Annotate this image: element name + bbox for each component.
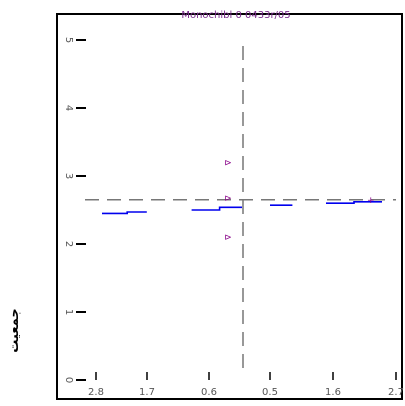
data-marker: ⊳	[224, 158, 232, 168]
data-marker: ⊳	[224, 233, 232, 243]
marker-layer: ⊳ ⊳ ⊳ +	[224, 158, 374, 243]
series-line-4	[326, 201, 382, 204]
y-tick-label: 1	[63, 309, 74, 315]
y-tick-label: 0	[63, 377, 74, 383]
y-tick-label: 3	[63, 173, 74, 179]
x-tick-label: 0.6	[201, 387, 217, 398]
x-tick-label: 1.6	[325, 387, 341, 398]
plot-frame	[56, 13, 403, 400]
y-tick-label: 2	[63, 241, 74, 247]
y-tick-label: 4	[63, 105, 74, 111]
reference-lines	[85, 46, 396, 372]
y-tick-label: 5	[63, 37, 74, 43]
x-tick-label: 2.8	[88, 387, 104, 398]
series-line-1	[102, 211, 147, 215]
y-axis: 5 4 3 2 1 0	[63, 37, 86, 383]
y-axis-label: جمعیت	[6, 307, 22, 353]
x-axis: 2.8 1.7 0.6 0.5 1.6 2.7	[88, 372, 404, 398]
x-tick-label: 1.7	[139, 387, 155, 398]
x-tick-label: 2.7	[388, 387, 404, 398]
y-axis-label-container: جمعیت	[2, 300, 26, 360]
chart-title: Monochibl 0 0433r/05	[181, 10, 290, 21]
data-marker: +	[367, 196, 375, 206]
x-tick-label: 0.5	[262, 387, 278, 398]
series-layer	[102, 201, 382, 215]
series-line-2	[191, 206, 242, 211]
data-marker: ⊳	[224, 194, 232, 204]
